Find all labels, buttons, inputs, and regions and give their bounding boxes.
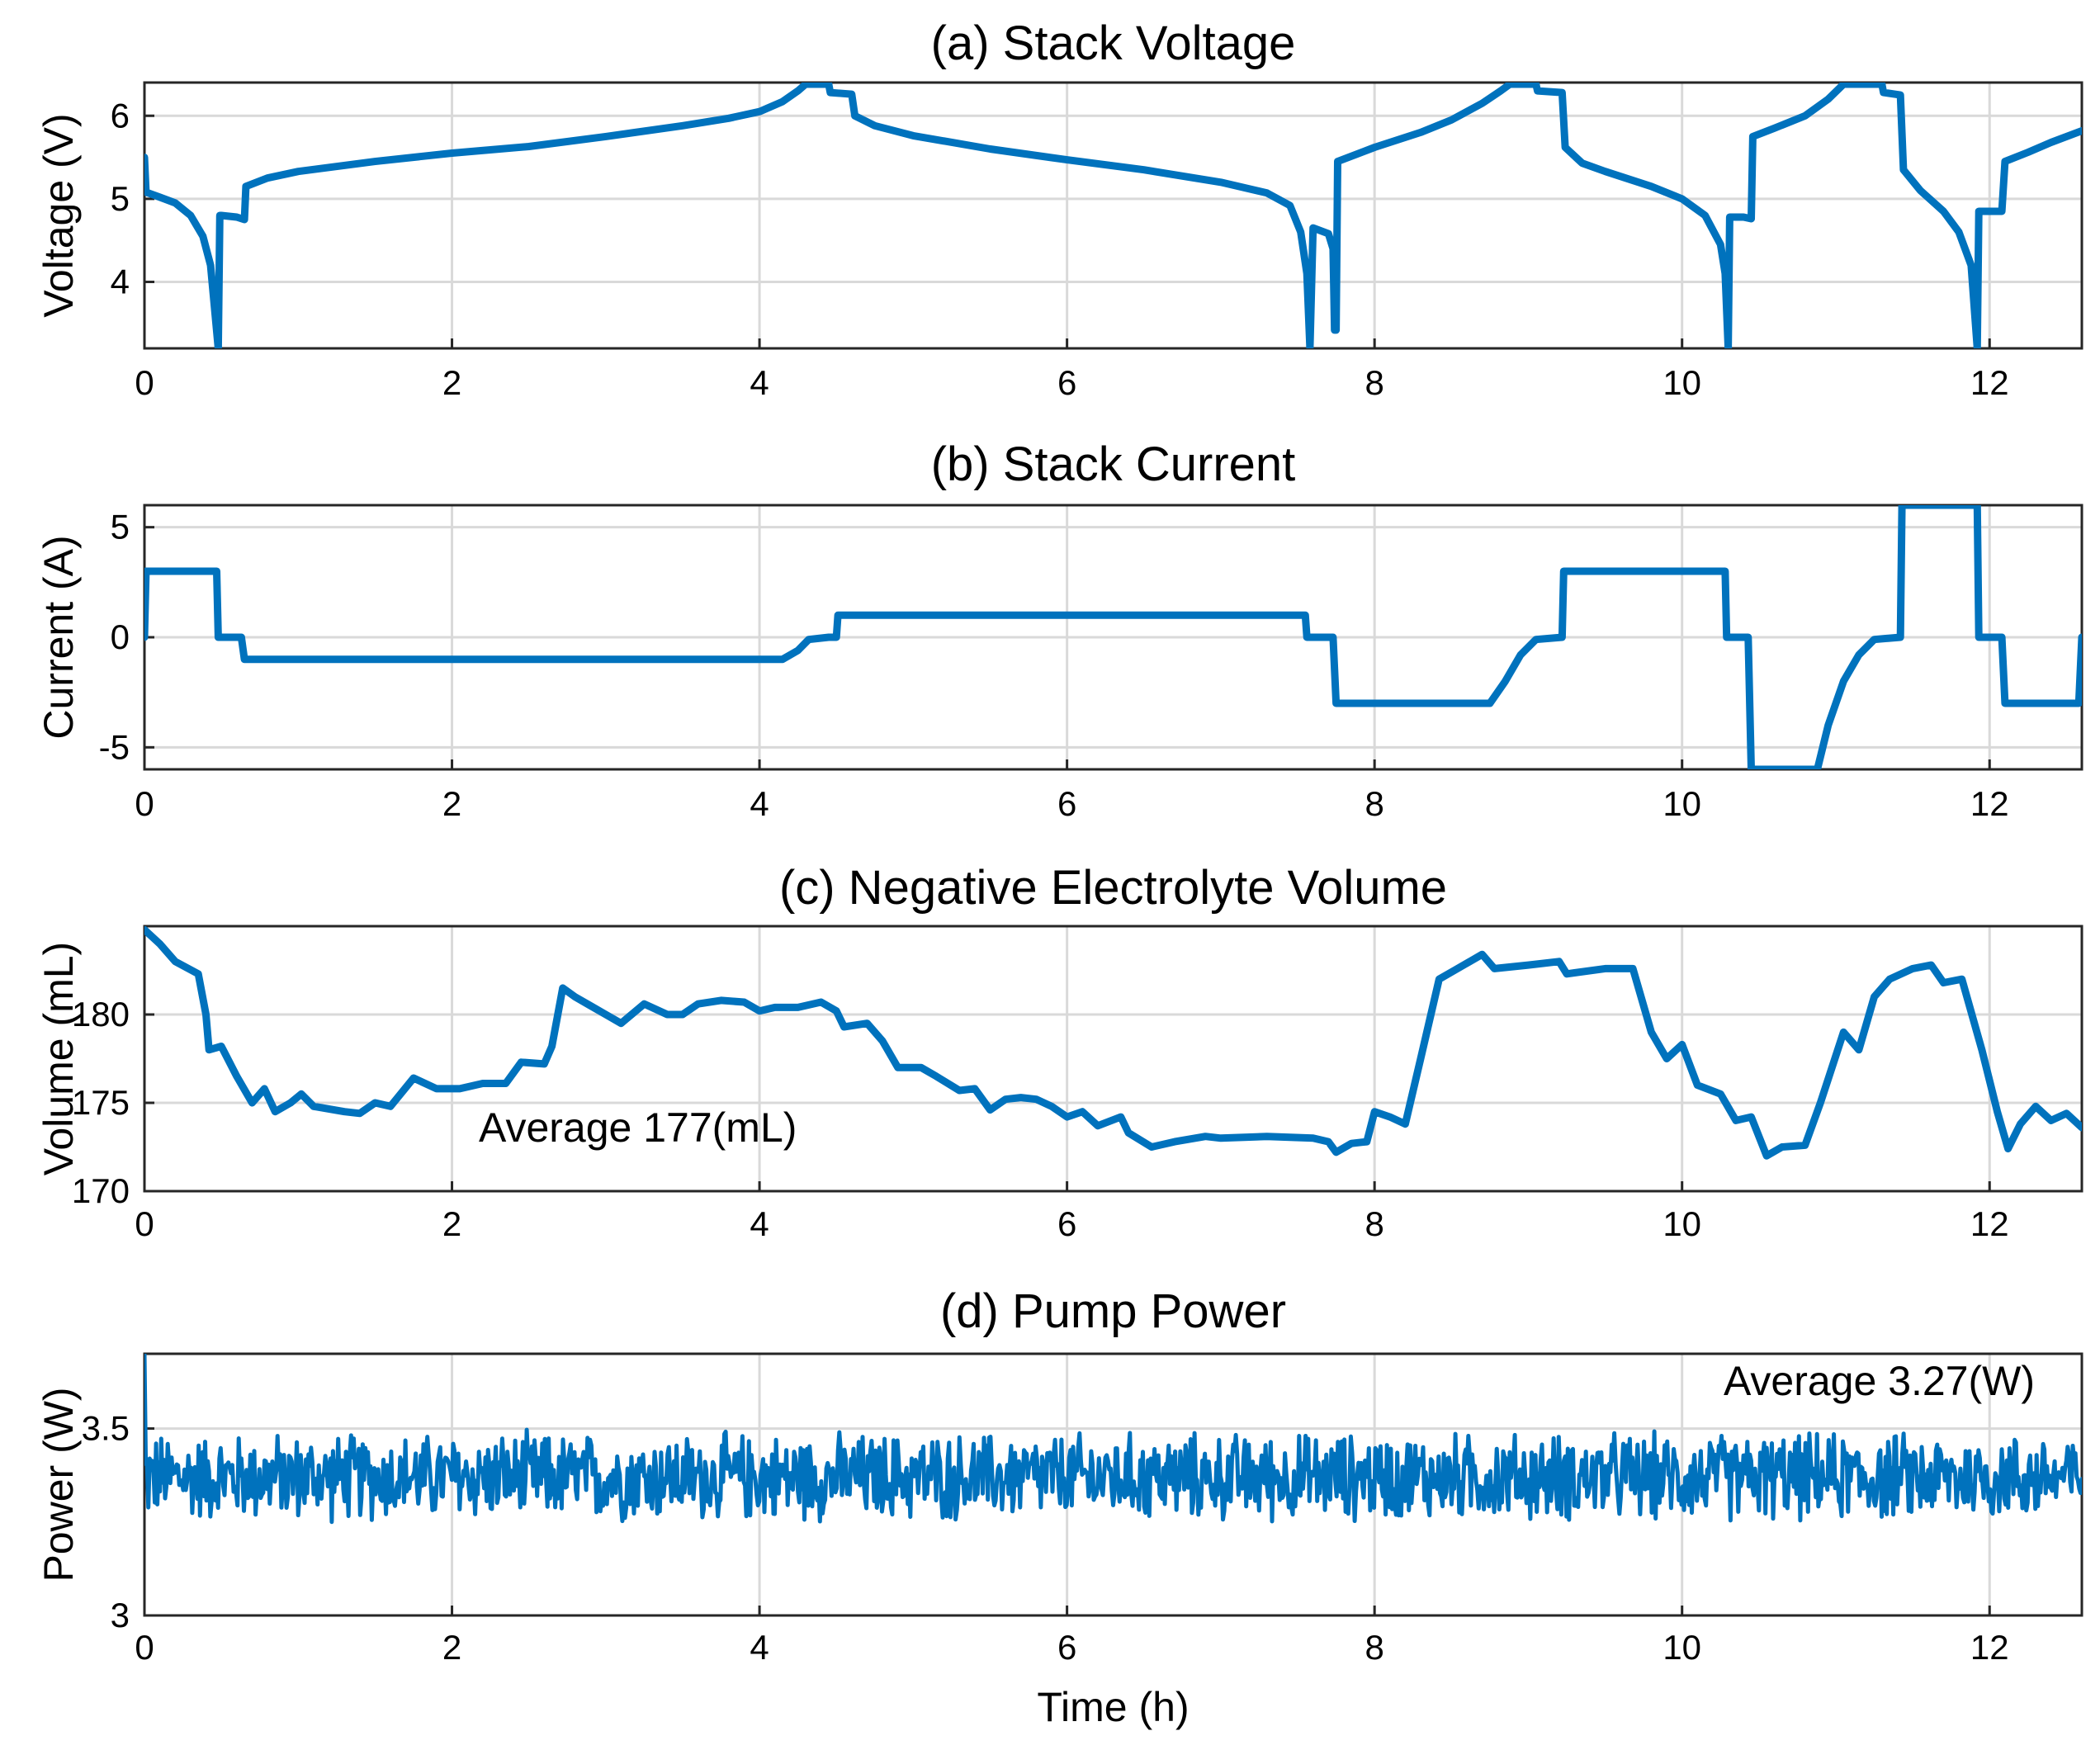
x-tick-label: 2 [442,1204,461,1243]
y-tick-label: 180 [72,995,130,1033]
panel-title: (a) Stack Voltage [931,17,1296,70]
series-line [144,1354,2082,1525]
x-tick-label: 8 [1365,1204,1383,1243]
panel-a: 0 2 4 6 8 10 12 4 5 6 (a) Stack Voltage Voltage (V) [35,17,2083,402]
y-tick-label: 0 [111,617,130,656]
x-tick-label: 2 [442,363,461,402]
x-tick-label: 12 [1970,1204,2009,1243]
x-tick-label: 0 [135,1204,154,1243]
y-tick-label: 3.5 [82,1409,130,1448]
y-tick-label: -5 [99,727,130,766]
x-tick-label: 2 [442,784,461,823]
x-tick-label: 4 [750,1204,769,1243]
panel-title: (b) Stack Current [931,438,1296,491]
series-line [144,83,2082,348]
x-tick-label: 4 [750,784,769,823]
x-tick-label: 10 [1662,1204,1701,1243]
average-annotation: Average 177(mL) [479,1104,797,1151]
x-tick-label: 10 [1662,784,1701,823]
x-tick-label: 0 [135,784,154,823]
series-line [144,505,2082,769]
plot-frame [143,925,2083,1193]
x-axis-label: Time (h) [1037,1684,1189,1730]
x-tick-label: 6 [1057,784,1076,823]
y-tick-label: 5 [111,179,130,218]
y-axis-label: Power (W) [35,1387,82,1582]
y-tick-label: 3 [111,1596,130,1634]
series-group [144,926,2082,1160]
x-tick-label: 6 [1057,363,1076,402]
series-group [144,505,2082,769]
plot-frame [143,81,2083,350]
y-tick-label: 6 [111,96,130,135]
y-axis-label: Current (A) [35,535,82,739]
x-tick-label: 10 [1662,1628,1701,1667]
x-tick-label: 8 [1365,784,1383,823]
x-tick-label: 8 [1365,363,1383,402]
x-tick-label: 4 [750,1628,769,1667]
x-tick-label: 12 [1970,363,2009,402]
x-tick-label: 6 [1057,1204,1076,1243]
average-annotation: Average 3.27(W) [1724,1358,2035,1404]
x-tick-label: 12 [1970,784,2009,823]
series-group [144,83,2082,348]
series-group [144,1354,2082,1525]
y-tick-label: 5 [111,508,130,546]
panel-title: (c) Negative Electrolyte Volume [779,861,1447,915]
y-axis-label: Volume (mL) [35,942,82,1175]
x-tick-label: 10 [1662,363,1701,402]
panel-title: (d) Pump Power [940,1284,1286,1338]
panel-d: 0 2 4 6 8 10 12 3 3.5 (d) Pump Power Power (W) Aver… [35,1284,2083,1730]
x-tick-label: 4 [750,363,769,402]
y-tick-label: 4 [111,262,130,301]
x-tick-label: 2 [442,1628,461,1667]
x-tick-label: 6 [1057,1628,1076,1667]
y-tick-label: 170 [72,1171,130,1210]
y-tick-label: 175 [72,1083,130,1122]
x-tick-label: 12 [1970,1628,2009,1667]
x-tick-label: 0 [135,363,154,402]
series-line [144,926,2082,1160]
panel-c: 0 2 4 6 8 10 12 170 175 180 (c) Negative Electroly… [35,861,2083,1243]
x-tick-label: 0 [135,1628,154,1667]
y-axis-label: Voltage (V) [35,113,82,317]
x-tick-label: 8 [1365,1628,1383,1667]
